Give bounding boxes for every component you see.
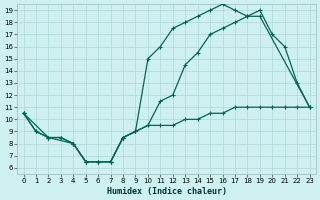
X-axis label: Humidex (Indice chaleur): Humidex (Indice chaleur) (107, 187, 227, 196)
